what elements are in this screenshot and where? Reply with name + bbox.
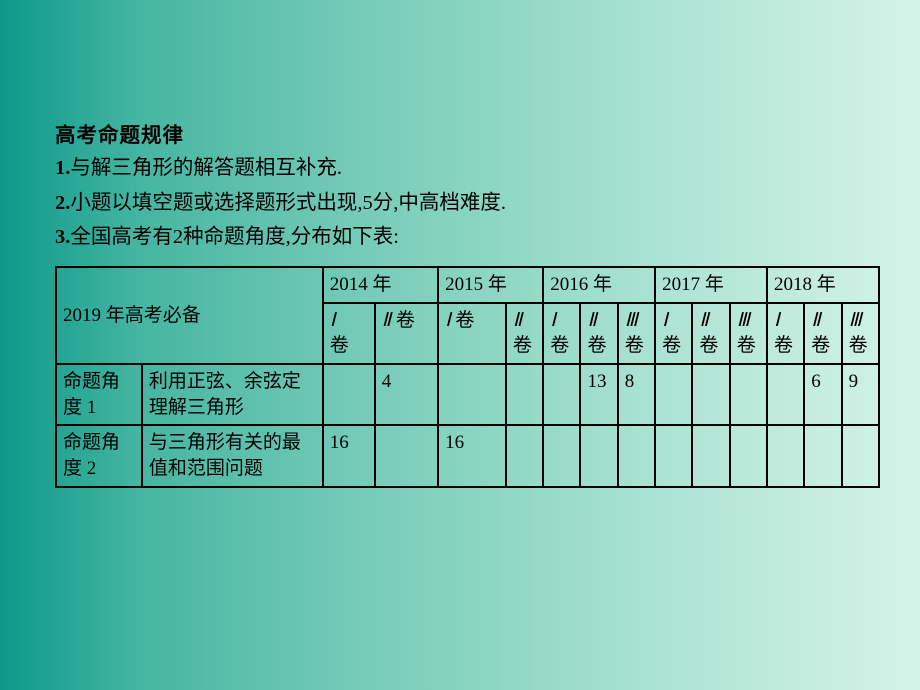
header-vol: Ⅰ卷 — [655, 303, 692, 364]
cell — [655, 425, 692, 486]
header-vol: Ⅱ卷 — [804, 303, 841, 364]
cell — [730, 425, 767, 486]
section-heading: 高考命题规律 — [55, 118, 865, 148]
header-vol: Ⅲ卷 — [842, 303, 879, 364]
row-desc: 与三角形有关的最值和范围问题 — [142, 425, 323, 486]
header-year: 2017 年 — [655, 267, 767, 303]
content-line-1: 1.与解三角形的解答题相互补充. — [55, 154, 865, 183]
line3-num: 3. — [55, 226, 70, 248]
cell — [580, 425, 617, 486]
header-vol: Ⅰ 卷 — [438, 303, 506, 364]
header-year: 2016 年 — [543, 267, 655, 303]
row-category: 命题角度 1 — [56, 364, 142, 425]
cell — [804, 425, 841, 486]
cell: 16 — [438, 425, 506, 486]
header-vol: Ⅰ卷 — [543, 303, 580, 364]
cell: 16 — [323, 425, 375, 486]
line2-text: 小题以填空题或选择题形式出现,5分,中高档难度. — [70, 192, 506, 214]
cell — [767, 364, 804, 425]
table-row: 命题角度 1 利用正弦、余弦定理解三角形 4 13 8 6 9 — [56, 364, 879, 425]
cell — [323, 364, 375, 425]
cell — [543, 364, 580, 425]
table-row: 命题角度 2 与三角形有关的最值和范围问题 16 16 — [56, 425, 879, 486]
slide-container: 高考命题规律 1.与解三角形的解答题相互补充. 2.小题以填空题或选择题形式出现… — [0, 0, 920, 690]
line1-text: 与解三角形的解答题相互补充. — [70, 157, 342, 179]
table-row: 2019 年高考必备 2014 年 2015 年 2016 年 2017 年 2… — [56, 267, 879, 303]
cell — [692, 425, 729, 486]
header-year: 2014 年 — [323, 267, 438, 303]
data-table: 2019 年高考必备 2014 年 2015 年 2016 年 2017 年 2… — [55, 266, 880, 487]
content-line-3: 3.全国高考有2种命题角度,分布如下表: — [55, 223, 865, 252]
cell — [767, 425, 804, 486]
header-vol: Ⅱ卷 — [506, 303, 543, 364]
line2-num: 2. — [55, 192, 70, 214]
content-line-2: 2.小题以填空题或选择题形式出现,5分,中高档难度. — [55, 189, 865, 218]
header-vol: Ⅱ 卷 — [375, 303, 438, 364]
header-vol: Ⅱ卷 — [580, 303, 617, 364]
row-category: 命题角度 2 — [56, 425, 142, 486]
header-vol: Ⅱ卷 — [692, 303, 729, 364]
line3-text: 全国高考有2种命题角度,分布如下表: — [70, 226, 399, 248]
header-vol: Ⅲ卷 — [730, 303, 767, 364]
cell — [438, 364, 506, 425]
cell: 13 — [580, 364, 617, 425]
cell — [692, 364, 729, 425]
line1-num: 1. — [55, 157, 70, 179]
header-vol: Ⅰ卷 — [323, 303, 375, 364]
cell — [842, 425, 879, 486]
header-vol: Ⅰ卷 — [767, 303, 804, 364]
cell — [506, 364, 543, 425]
cell: 6 — [804, 364, 841, 425]
header-topleft: 2019 年高考必备 — [56, 267, 323, 364]
header-vol: Ⅲ卷 — [618, 303, 655, 364]
row-desc: 利用正弦、余弦定理解三角形 — [142, 364, 323, 425]
cell — [506, 425, 543, 486]
cell: 4 — [375, 364, 438, 425]
cell — [543, 425, 580, 486]
header-year: 2015 年 — [438, 267, 543, 303]
header-year: 2018 年 — [767, 267, 879, 303]
cell — [375, 425, 438, 486]
cell: 8 — [618, 364, 655, 425]
cell: 9 — [842, 364, 879, 425]
cell — [730, 364, 767, 425]
cell — [655, 364, 692, 425]
cell — [618, 425, 655, 486]
